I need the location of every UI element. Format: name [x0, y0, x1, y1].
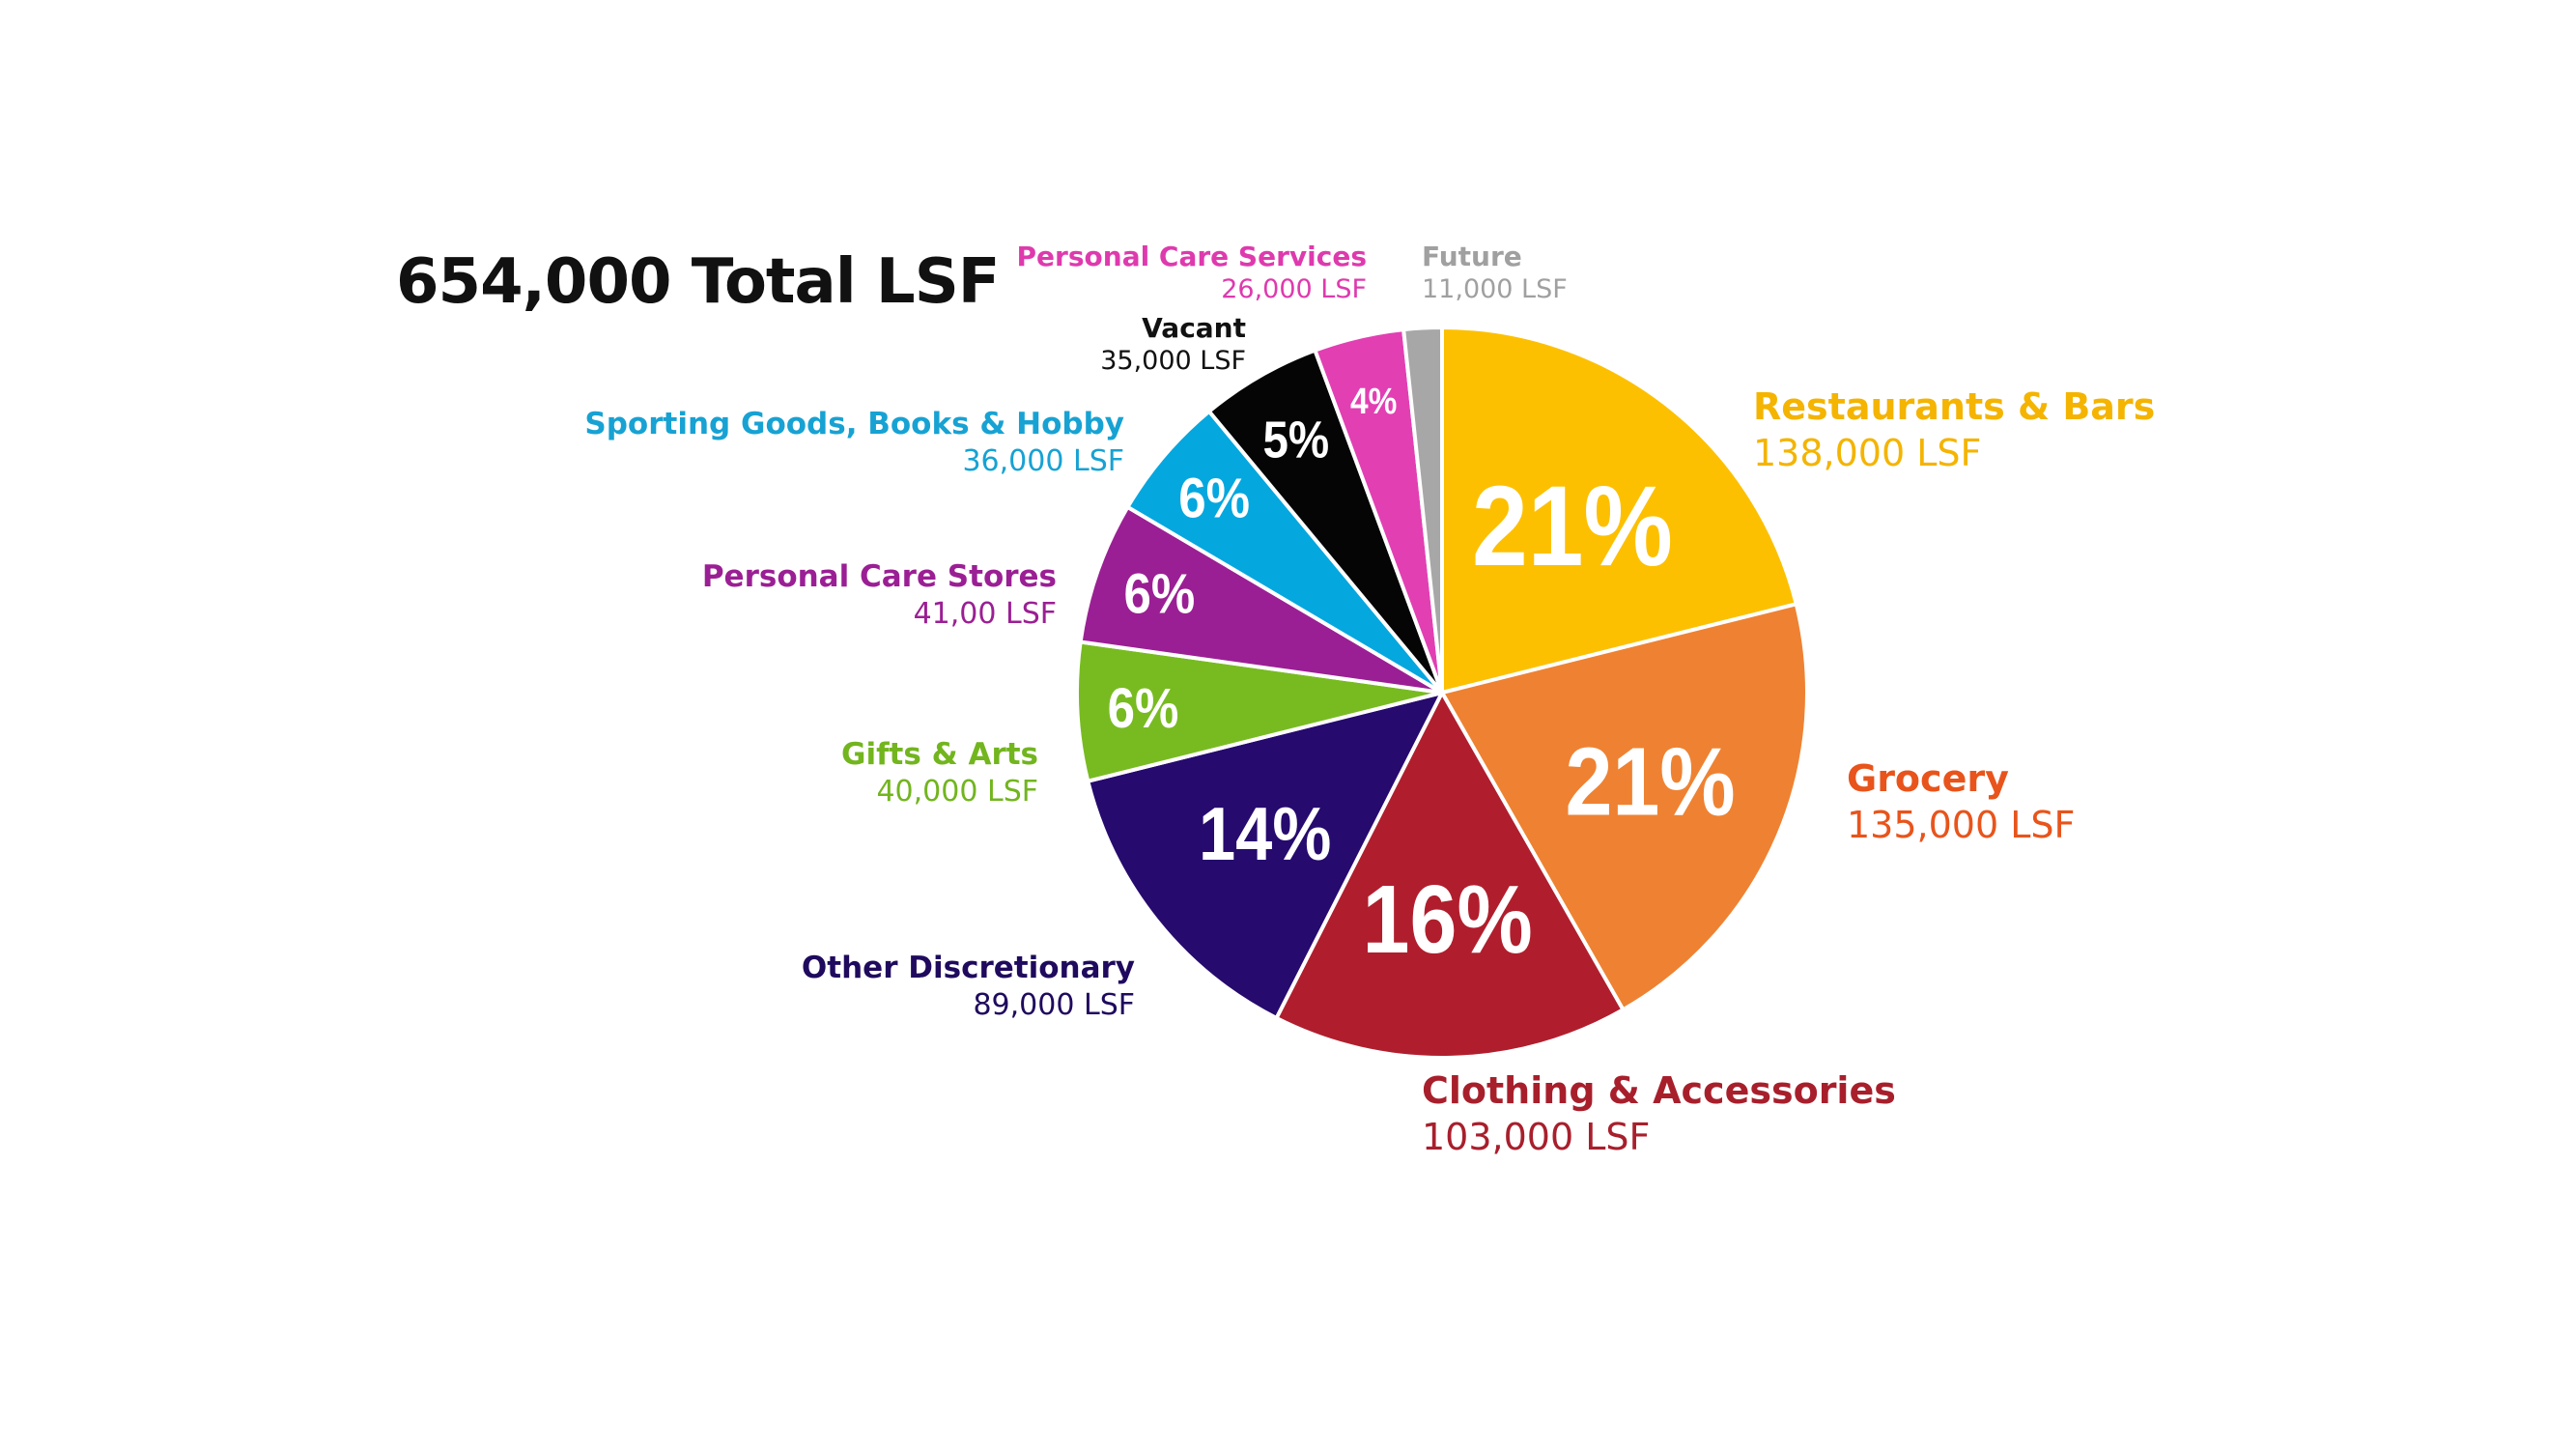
pct-label-personal-care-services: 4% — [1350, 381, 1397, 421]
pie-slice-other-discretionary — [1086, 691, 1444, 1020]
pie-slice-personal-care-stores — [1078, 504, 1444, 695]
legend-label-other-discretionary: Other Discretionary 89,000 LSF — [802, 950, 1135, 1023]
label-value: 36,000 LSF — [962, 443, 1124, 478]
legend-label-personal-care-stores: Personal Care Stores 41,00 LSF — [702, 558, 1057, 632]
pie-slice-clothing-accessories — [1274, 691, 1626, 1060]
label-value: 135,000 LSF — [1847, 803, 2076, 846]
label-name: Vacant — [1142, 312, 1246, 344]
chart-title: 654,000 Total LSF — [396, 246, 1000, 318]
label-name: Other Discretionary — [801, 951, 1135, 985]
pct-label-restaurants-bars: 21% — [1472, 462, 1673, 590]
legend-label-future: Future 11,000 LSF — [1422, 240, 1568, 306]
pie-slice-restaurants-bars — [1440, 326, 1798, 695]
label-name: Personal Care Stores — [701, 559, 1057, 594]
pct-label-grocery: 21% — [1565, 727, 1735, 835]
label-name: Restaurants & Bars — [1753, 385, 2156, 428]
label-name: Gifts & Arts — [841, 737, 1038, 772]
label-name: Grocery — [1847, 757, 2009, 800]
label-value: 41,00 LSF — [913, 596, 1057, 631]
legend-label-grocery: Grocery 135,000 LSF — [1847, 756, 2075, 848]
label-value: 11,000 LSF — [1422, 274, 1568, 304]
pie-slice-grocery — [1440, 602, 1809, 1012]
legend-label-gifts-arts: Gifts & Arts 40,000 LSF — [841, 736, 1038, 810]
label-name: Sporting Goods, Books & Hobby — [584, 407, 1124, 441]
pct-label-vacant: 5% — [1262, 411, 1329, 469]
label-value: 26,000 LSF — [1221, 274, 1367, 304]
label-value: 138,000 LSF — [1753, 431, 1982, 474]
legend-label-personal-care-services: Personal Care Services 26,000 LSF — [1017, 240, 1367, 306]
pie-slice-future — [1401, 326, 1444, 695]
pie-slice-gifts-arts — [1075, 639, 1444, 783]
pie-slice-sporting-goods — [1125, 409, 1444, 695]
pct-label-clothing-accessories: 16% — [1363, 866, 1533, 973]
legend-label-restaurants-bars: Restaurants & Bars 138,000 LSF — [1753, 384, 2155, 476]
label-value: 40,000 LSF — [876, 774, 1038, 809]
pct-label-personal-care-stores: 6% — [1124, 562, 1196, 625]
label-value: 35,000 LSF — [1100, 346, 1246, 376]
label-value: 89,000 LSF — [973, 987, 1135, 1022]
pct-label-other-discretionary: 14% — [1199, 791, 1331, 876]
legend-label-vacant: Vacant 35,000 LSF — [1100, 311, 1246, 378]
label-name: Clothing & Accessories — [1422, 1069, 1896, 1112]
label-value: 103,000 LSF — [1422, 1115, 1651, 1158]
legend-label-sporting-goods: Sporting Goods, Books & Hobby 36,000 LSF — [584, 406, 1124, 479]
label-name: Personal Care Services — [1016, 241, 1367, 272]
pct-label-gifts-arts: 6% — [1108, 677, 1179, 740]
label-name: Future — [1422, 241, 1522, 272]
pct-label-sporting-goods: 6% — [1178, 467, 1250, 529]
legend-label-clothing-accessories: Clothing & Accessories 103,000 LSF — [1422, 1068, 1896, 1160]
